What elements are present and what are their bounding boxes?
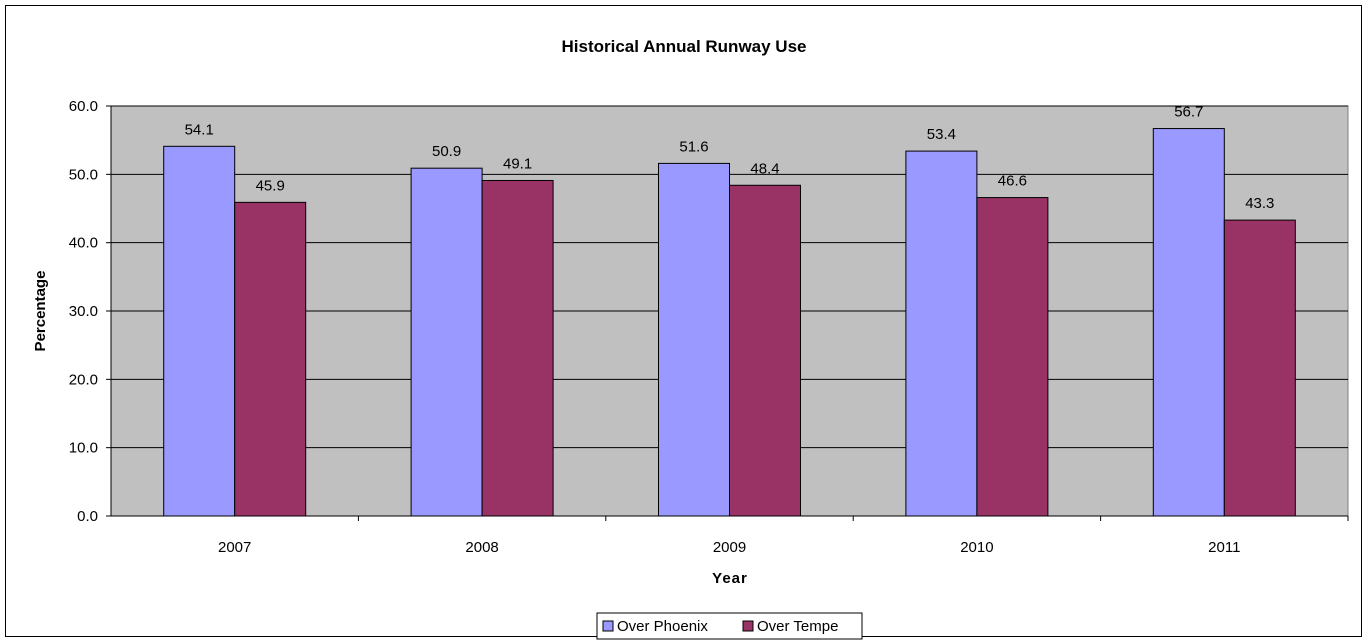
- legend-box: [596, 612, 863, 640]
- x-tick-label: 2008: [465, 539, 498, 556]
- bar: [905, 150, 978, 517]
- legend-swatch: [742, 620, 754, 632]
- data-label: 50.9: [432, 143, 461, 160]
- y-tick-label: 10.0: [69, 440, 98, 457]
- bar: [234, 201, 307, 517]
- bar: [1223, 219, 1296, 517]
- data-label: 56.7: [1174, 104, 1203, 121]
- data-label: 53.4: [927, 126, 956, 143]
- data-labels: 54.1 45.9 50.9 49.1 51.6 48.4 53.4 46.6 56.7 43.3: [185, 104, 1275, 213]
- y-tick-label: 20.0: [69, 371, 98, 388]
- legend-label: Over Tempe: [757, 618, 838, 635]
- bar: [1152, 128, 1225, 517]
- bar: [481, 179, 554, 517]
- legend: Over Phoenix Over Tempe: [596, 612, 863, 640]
- x-tick-label: 2009: [713, 539, 746, 556]
- legend-label: Over Phoenix: [617, 618, 708, 635]
- y-tick-label: 50.0: [69, 166, 98, 183]
- y-tick-label: 30.0: [69, 303, 98, 320]
- data-label: 45.9: [256, 177, 285, 194]
- bars: [163, 128, 1296, 517]
- bar: [163, 145, 236, 517]
- data-label: 49.1: [503, 155, 532, 172]
- data-label: 46.6: [998, 173, 1027, 190]
- bar: [976, 197, 1049, 517]
- y-axis-title: Percentage: [32, 271, 49, 352]
- axes: 0.0 10.0 20.0 30.0 40.0 50.0 60.0 2007 2008 2009 2…: [69, 98, 1349, 556]
- data-label: 43.3: [1245, 195, 1274, 212]
- x-axis-title: Year: [712, 570, 748, 587]
- bar: [729, 184, 801, 517]
- x-tick-label: 2007: [218, 539, 251, 556]
- y-tick-label: 0.0: [77, 508, 98, 525]
- bar: [658, 162, 730, 517]
- x-tick-label: 2010: [960, 539, 993, 556]
- bar: [410, 167, 483, 517]
- data-label: 51.6: [679, 138, 708, 155]
- y-tick-label: 40.0: [69, 235, 98, 252]
- data-label: 54.1: [185, 121, 214, 138]
- chart-title: Historical Annual Runway Use: [562, 37, 807, 56]
- data-label: 48.4: [750, 160, 779, 177]
- y-tick-label: 60.0: [69, 98, 98, 115]
- legend-swatch: [602, 620, 614, 632]
- x-tick-label: 2011: [1208, 539, 1240, 556]
